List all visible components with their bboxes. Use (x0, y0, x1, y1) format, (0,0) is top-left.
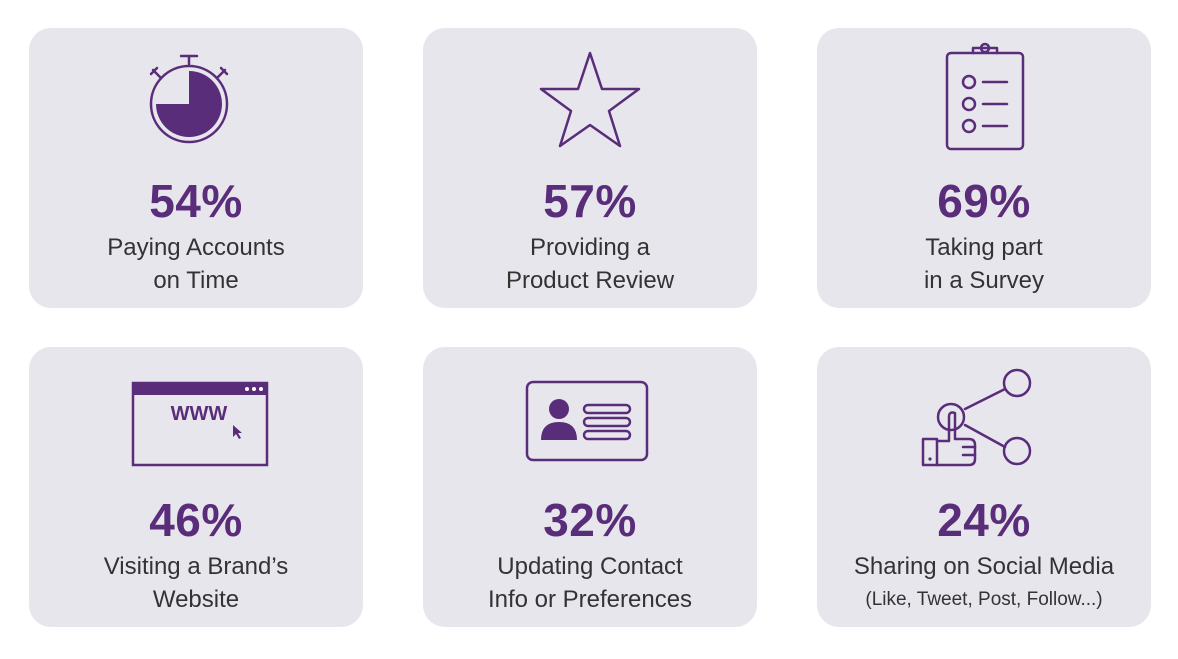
contact-card-icon (525, 380, 649, 462)
stat-card-contact-info: 32% Updating Contact Info or Preferences (423, 347, 757, 627)
browser-url-text: WWW (171, 403, 228, 425)
social-share-icon (921, 368, 1032, 467)
stat-label: Taking part in a Survey (923, 234, 1045, 294)
stat-card-product-review: 57% Providing a Product Review (423, 28, 757, 308)
stat-percent: 24% (937, 494, 1031, 546)
stat-label: Providing a Product Review (505, 234, 675, 294)
stat-percent: 32% (543, 494, 637, 546)
star-icon (539, 51, 641, 148)
stat-card-paying-accounts: 54% Paying Accounts on Time (29, 28, 363, 308)
stat-card-social-media: 24% Sharing on Social Media (Like, Tweet… (817, 347, 1151, 627)
stopwatch-icon (149, 54, 229, 144)
stat-label: Sharing on Social Media (Like, Tweet, Po… (853, 553, 1115, 610)
clipboard-checklist-icon (945, 42, 1025, 151)
stat-percent: 57% (543, 175, 637, 227)
stat-label: Visiting a Brand’s Website (103, 553, 289, 613)
stat-label: Paying Accounts on Time (107, 234, 285, 294)
stat-percent: 46% (149, 494, 243, 546)
stat-label: Updating Contact Info or Preferences (487, 553, 693, 613)
browser-window-icon: WWW (131, 381, 269, 467)
stat-percent: 69% (937, 175, 1031, 227)
stat-card-survey: 69% Taking part in a Survey (817, 28, 1151, 308)
stat-card-brand-website: WWW 46% Visiting a Brand’s Website (29, 347, 363, 627)
stat-percent: 54% (149, 175, 243, 227)
